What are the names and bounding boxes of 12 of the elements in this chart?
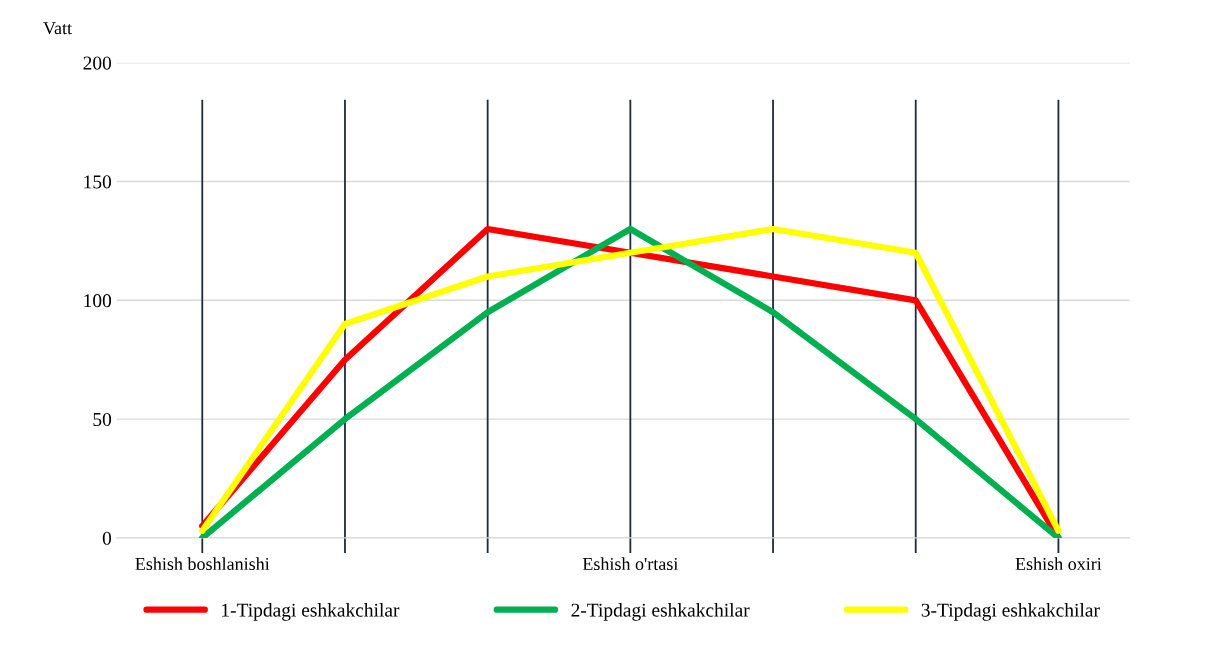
x-tick-label: Eshish o'rtasi: [582, 557, 679, 571]
y-tick-label: 100: [84, 294, 112, 308]
x-tick-label: Eshish oxiri: [1015, 557, 1102, 571]
legend-label: 2-Tipdagi eshkakchilar: [571, 603, 750, 621]
y-axis-title: Vatt: [43, 22, 72, 35]
y-tick-label: 150: [84, 175, 112, 189]
y-tick-label: 0: [102, 531, 112, 545]
y-tick-label: 200: [83, 56, 112, 70]
x-tick-label: Eshish boshlanishi: [135, 557, 270, 571]
legend-label: 1-Tipdagi eshkakchilar: [222, 603, 400, 621]
y-tick-label: 50: [93, 412, 112, 427]
legend-label: 3-Tipdagi eshkakchilar: [921, 603, 1100, 621]
